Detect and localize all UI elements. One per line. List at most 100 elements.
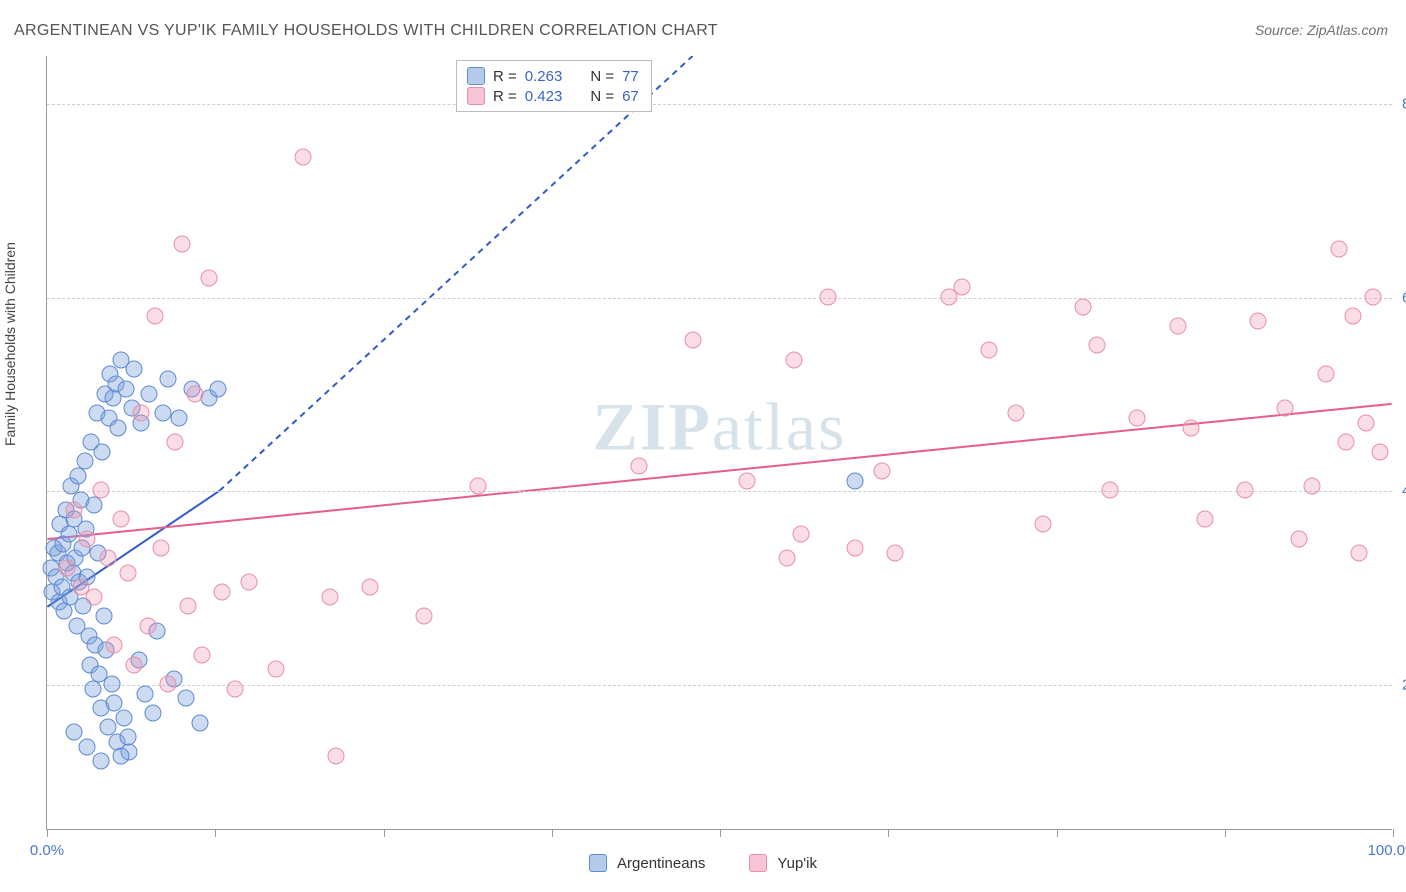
scatter-point: [84, 680, 101, 697]
yaxis-label: Family Households with Children: [2, 242, 18, 446]
scatter-point: [1344, 308, 1361, 325]
scatter-point: [103, 675, 120, 692]
legend-label: Argentineans: [617, 855, 705, 872]
xtick: [384, 829, 385, 837]
scatter-point: [1317, 366, 1334, 383]
xtick: [1393, 829, 1394, 837]
scatter-point: [1337, 434, 1354, 451]
ytick-label: 60.0%: [1402, 289, 1406, 306]
scatter-point: [99, 550, 116, 567]
scatter-point: [160, 371, 177, 388]
legend-label: Yup'ik: [777, 855, 817, 872]
scatter-point: [170, 409, 187, 426]
r-value: 0.423: [525, 88, 563, 105]
xtick-label: 100.0%: [1368, 842, 1406, 859]
scatter-point: [954, 279, 971, 296]
scatter-point: [146, 308, 163, 325]
stats-legend-row: R = 0.263 N = 77: [467, 67, 639, 85]
legend-item: Argentineans: [589, 854, 705, 872]
trendlines-overlay: [47, 56, 1392, 829]
scatter-point: [119, 564, 136, 581]
n-value: 77: [622, 68, 639, 85]
xtick-label: 0.0%: [30, 842, 64, 859]
scatter-point: [786, 351, 803, 368]
scatter-point: [154, 404, 171, 421]
scatter-point: [126, 361, 143, 378]
r-value: 0.263: [525, 68, 563, 85]
xtick: [552, 829, 553, 837]
scatter-point: [193, 646, 210, 663]
scatter-point: [1088, 337, 1105, 354]
scatter-point: [137, 685, 154, 702]
scatter-point: [200, 269, 217, 286]
scatter-point: [469, 477, 486, 494]
scatter-point: [873, 463, 890, 480]
scatter-point: [59, 559, 76, 576]
scatter-point: [846, 540, 863, 557]
trendline: [219, 56, 692, 491]
scatter-point: [86, 588, 103, 605]
scatter-point: [1102, 482, 1119, 499]
scatter-point: [187, 385, 204, 402]
scatter-point: [166, 434, 183, 451]
scatter-point: [227, 680, 244, 697]
r-label: R =: [493, 68, 517, 85]
scatter-point: [192, 714, 209, 731]
scatter-point: [981, 342, 998, 359]
scatter-point: [738, 472, 755, 489]
scatter-point: [79, 530, 96, 547]
n-label: N =: [590, 88, 614, 105]
scatter-point: [1250, 313, 1267, 330]
scatter-point: [819, 288, 836, 305]
scatter-point: [145, 704, 162, 721]
scatter-point: [1351, 545, 1368, 562]
scatter-point: [240, 574, 257, 591]
xtick: [720, 829, 721, 837]
ytick-label: 80.0%: [1402, 96, 1406, 113]
xtick: [1225, 829, 1226, 837]
scatter-point: [92, 482, 109, 499]
scatter-point: [1371, 443, 1388, 460]
legend-swatch: [749, 854, 767, 872]
scatter-point: [1290, 530, 1307, 547]
scatter-point: [1035, 516, 1052, 533]
scatter-point: [1364, 288, 1381, 305]
scatter-point: [113, 748, 130, 765]
scatter-point: [65, 724, 82, 741]
scatter-point: [177, 690, 194, 707]
n-label: N =: [590, 68, 614, 85]
n-value: 67: [622, 88, 639, 105]
scatter-point: [118, 380, 135, 397]
scatter-point: [1075, 298, 1092, 315]
scatter-point: [92, 753, 109, 770]
scatter-point: [110, 419, 127, 436]
scatter-point: [76, 453, 93, 470]
scatter-point: [328, 748, 345, 765]
scatter-point: [153, 540, 170, 557]
scatter-point: [119, 729, 136, 746]
plot-area: ZIPatlas 20.0%40.0%60.0%80.0%0.0%100.0%: [46, 56, 1392, 830]
scatter-point: [685, 332, 702, 349]
scatter-point: [1169, 317, 1186, 334]
scatter-point: [86, 496, 103, 513]
legend-swatch: [467, 87, 485, 105]
scatter-point: [133, 404, 150, 421]
ytick-label: 40.0%: [1402, 483, 1406, 500]
scatter-point: [362, 579, 379, 596]
scatter-point: [141, 385, 158, 402]
legend-item: Yup'ik: [749, 854, 817, 872]
scatter-point: [886, 545, 903, 562]
xtick: [47, 829, 48, 837]
gridline-h: [47, 491, 1392, 492]
scatter-point: [1129, 409, 1146, 426]
scatter-point: [1304, 477, 1321, 494]
scatter-point: [209, 380, 226, 397]
scatter-point: [1008, 404, 1025, 421]
gridline-h: [47, 298, 1392, 299]
scatter-point: [321, 588, 338, 605]
scatter-point: [113, 511, 130, 528]
scatter-point: [792, 525, 809, 542]
chart-container: ARGENTINEAN VS YUP'IK FAMILY HOUSEHOLDS …: [0, 0, 1406, 892]
scatter-point: [1236, 482, 1253, 499]
scatter-point: [779, 550, 796, 567]
